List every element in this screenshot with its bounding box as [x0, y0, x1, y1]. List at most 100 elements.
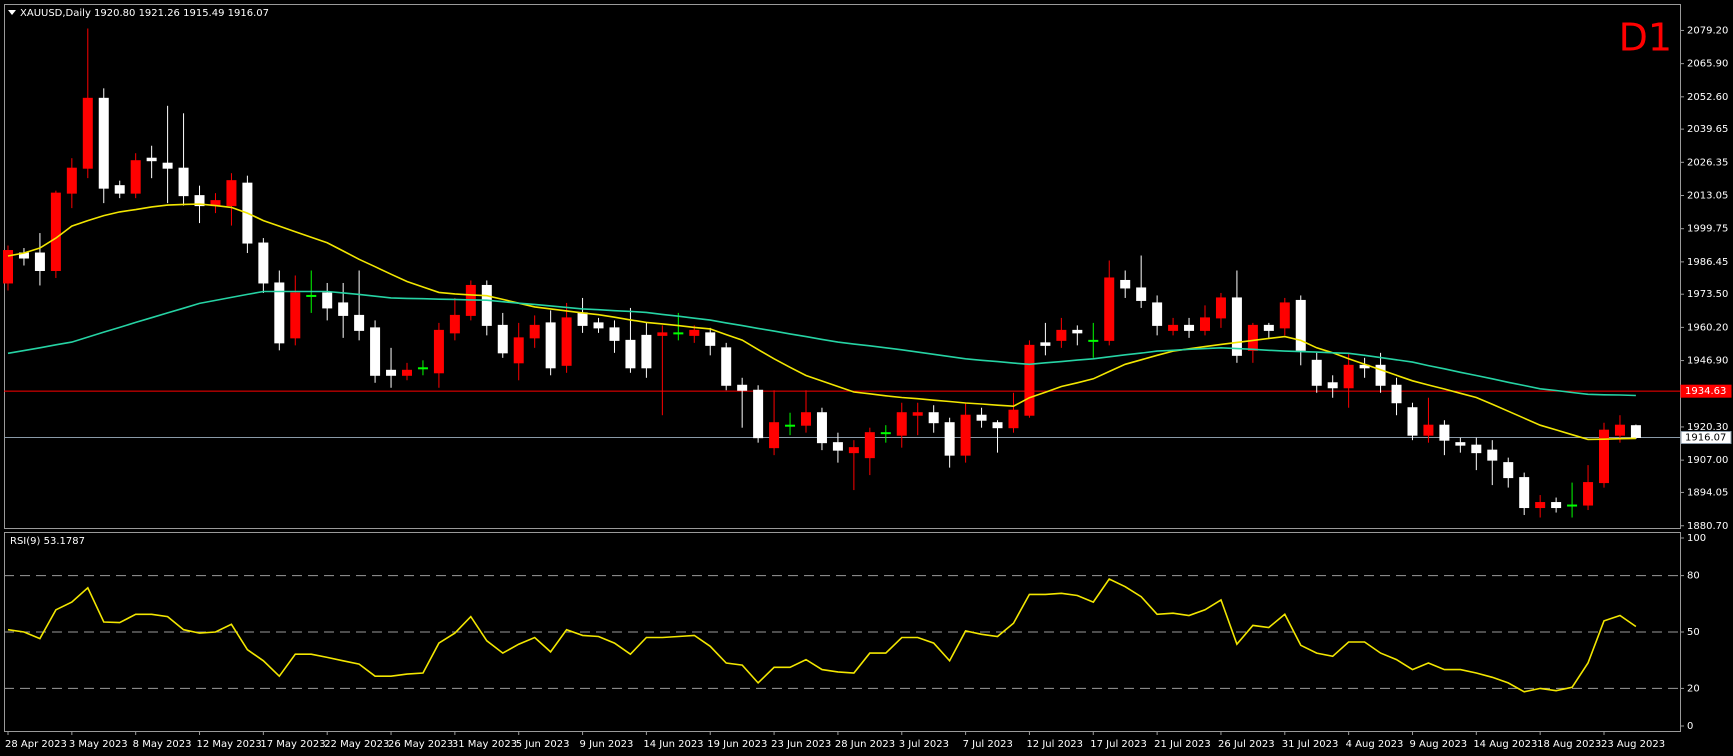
candle-body [1535, 502, 1546, 509]
y-tick-label: 2065.90 [1687, 59, 1728, 70]
candle-body [1311, 359, 1322, 386]
candle-body [449, 314, 460, 334]
candle-body [1136, 287, 1147, 301]
candle-body [1056, 329, 1067, 341]
candle-body [992, 422, 1003, 429]
candle-body [513, 337, 524, 364]
candle-body [561, 317, 572, 366]
candle-body [832, 442, 843, 451]
candle-body [625, 339, 636, 369]
candle-body [1279, 302, 1290, 329]
candle-body [689, 329, 700, 336]
y-tick-label: 0 [1687, 721, 1693, 732]
x-tick-label: 31 May 2023 [452, 739, 517, 750]
candle-body [1231, 297, 1242, 356]
x-tick-label: 9 Aug 2023 [1409, 739, 1467, 750]
candle-body [1247, 324, 1258, 351]
candle-body [1215, 297, 1226, 319]
candle-body [1614, 424, 1625, 436]
y-tick-label: 80 [1687, 571, 1700, 582]
candle-body [1295, 299, 1306, 351]
candle-body [3, 250, 13, 284]
candle-body [976, 414, 987, 421]
rsi-title: RSI(9) 53.1787 [10, 536, 85, 547]
x-tick-label: 19 Jun 2023 [707, 739, 767, 750]
candle-body [146, 157, 157, 162]
x-tick-label: 28 Jun 2023 [835, 739, 895, 750]
y-tick-label: 50 [1687, 627, 1700, 638]
candle-body [1519, 477, 1530, 509]
candle-body [130, 160, 141, 194]
candle-body [1168, 324, 1179, 331]
y-tick-label: 1894.05 [1687, 487, 1728, 498]
candle-body [1439, 424, 1450, 441]
candle-body [162, 162, 173, 169]
x-tick-label: 12 Jul 2023 [1026, 739, 1083, 750]
candle-body [944, 422, 955, 456]
candle-body [258, 242, 269, 284]
candle-body [306, 294, 317, 297]
candle-body [1391, 384, 1402, 404]
y-tick-label: 100 [1687, 533, 1706, 544]
candle-body [386, 369, 397, 376]
candle-body [864, 432, 875, 459]
x-tick-label: 23 Aug 2023 [1601, 739, 1665, 750]
candle-body [721, 347, 732, 386]
candle-body [928, 412, 939, 424]
candle-body [34, 252, 45, 271]
candle-body [322, 292, 333, 309]
x-tick-label: 4 Aug 2023 [1346, 739, 1404, 750]
x-tick-label: 3 Jul 2023 [899, 739, 949, 750]
candle-body [370, 327, 381, 376]
rsi-line [7, 577, 1637, 693]
x-tick-label: 21 Jul 2023 [1154, 739, 1211, 750]
candle-body [274, 282, 285, 344]
candle-body [1471, 444, 1482, 454]
candle-body [1072, 329, 1083, 334]
candle-body [753, 389, 764, 439]
x-tick-label: 8 May 2023 [133, 739, 192, 750]
candle-body [880, 432, 891, 435]
candle-body [481, 284, 492, 326]
y-tick-label: 1999.75 [1687, 224, 1728, 235]
candle-body [609, 327, 620, 341]
x-tick-label: 31 Jul 2023 [1282, 739, 1339, 750]
x-tick-label: 28 Apr 2023 [5, 739, 67, 750]
candle-body [1263, 324, 1274, 331]
candle-body [1551, 502, 1562, 509]
candle-body [1327, 382, 1338, 389]
candle-body [1024, 344, 1035, 416]
candle-body [1567, 504, 1578, 507]
x-tick-label: 12 May 2023 [197, 739, 262, 750]
candle-body [1343, 364, 1354, 389]
candle-body [1423, 424, 1434, 436]
price-level-label: 1916.07 [1685, 432, 1726, 443]
candle-body [82, 97, 93, 169]
y-tick-label: 1920.30 [1687, 422, 1728, 433]
candle-body [801, 412, 811, 426]
candle-body [1599, 429, 1609, 484]
moving-average-line [7, 290, 1636, 397]
candle-body [1184, 324, 1195, 331]
candle-body [338, 302, 349, 316]
candle-body [1487, 449, 1498, 461]
x-tick-label: 26 May 2023 [388, 739, 453, 750]
candle-body [1630, 425, 1641, 438]
candle-body [178, 167, 189, 197]
y-tick-label: 2039.65 [1687, 124, 1728, 135]
candle-body [577, 312, 588, 326]
candle-body [66, 167, 77, 194]
price-level-box [1680, 384, 1732, 398]
candle-body [497, 324, 508, 354]
candle-body [1407, 407, 1418, 436]
candle-body [402, 369, 412, 376]
y-tick-label: 1986.45 [1687, 257, 1728, 268]
candle-body [433, 329, 444, 374]
y-tick-label: 20 [1687, 683, 1700, 694]
x-tick-label: 3 May 2023 [69, 739, 128, 750]
candle-body [1120, 279, 1131, 289]
x-tick-label: 5 Jun 2023 [516, 739, 570, 750]
x-tick-label: 22 May 2023 [324, 739, 389, 750]
x-tick-label: 17 Jul 2023 [1090, 739, 1147, 750]
